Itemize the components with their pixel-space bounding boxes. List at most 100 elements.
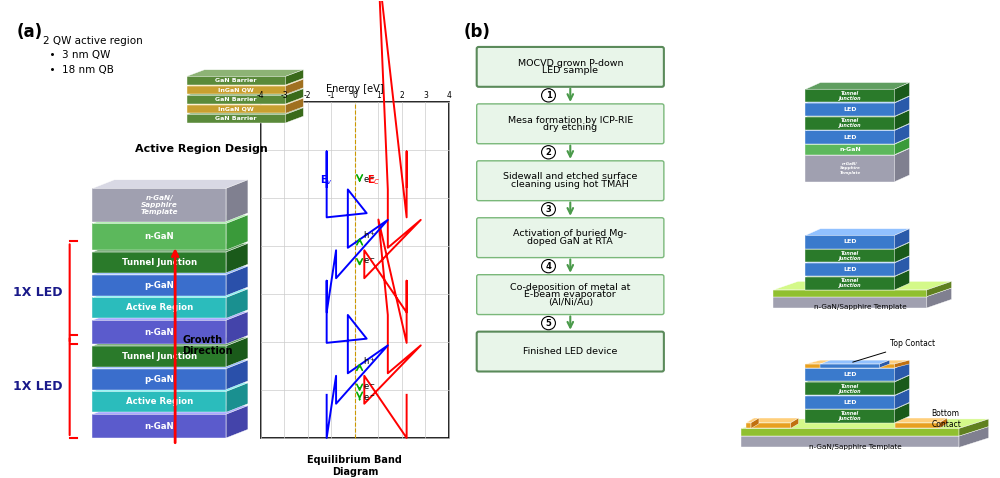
Polygon shape — [805, 270, 909, 277]
Polygon shape — [92, 180, 248, 188]
Text: 3: 3 — [423, 91, 428, 100]
Polygon shape — [187, 79, 303, 86]
Text: Template: Template — [839, 171, 861, 175]
Polygon shape — [805, 96, 909, 103]
Text: InGaN QW: InGaN QW — [218, 107, 254, 111]
Text: LED: LED — [843, 372, 857, 377]
Text: e$^-$: e$^-$ — [363, 175, 376, 185]
Text: E$_v$: E$_v$ — [320, 173, 332, 187]
Text: InGaN QW: InGaN QW — [218, 87, 254, 93]
Polygon shape — [895, 389, 909, 409]
Text: n-GaN: n-GaN — [144, 232, 174, 241]
Text: n-GaN/Sapphire Template: n-GaN/Sapphire Template — [814, 304, 906, 310]
Text: LED: LED — [843, 400, 857, 405]
Text: LED: LED — [843, 267, 857, 272]
Text: MOCVD grown P-down: MOCVD grown P-down — [518, 59, 623, 67]
Polygon shape — [92, 337, 248, 346]
Polygon shape — [805, 364, 895, 368]
Text: Junction: Junction — [839, 256, 861, 261]
Text: Tunnel Junction: Tunnel Junction — [122, 352, 197, 361]
Polygon shape — [187, 98, 303, 105]
Text: LED: LED — [843, 135, 857, 140]
Text: Junction: Junction — [839, 416, 861, 421]
Polygon shape — [773, 296, 927, 308]
Text: 5: 5 — [546, 319, 551, 327]
Polygon shape — [187, 105, 286, 113]
Polygon shape — [187, 108, 303, 114]
Text: n-GaN/: n-GaN/ — [145, 195, 173, 201]
Polygon shape — [773, 290, 927, 296]
Polygon shape — [226, 266, 248, 295]
Polygon shape — [805, 360, 909, 364]
Text: Top Contact: Top Contact — [853, 339, 935, 362]
Text: LED: LED — [843, 107, 857, 112]
Text: h$^+$: h$^+$ — [363, 355, 376, 367]
Text: n-GaN/Sapphire Template: n-GaN/Sapphire Template — [809, 444, 901, 450]
Polygon shape — [92, 275, 226, 295]
Text: h$^+$: h$^+$ — [363, 230, 376, 241]
Polygon shape — [895, 270, 909, 290]
Polygon shape — [895, 96, 909, 116]
Polygon shape — [226, 406, 248, 438]
Polygon shape — [895, 242, 909, 262]
Text: 1X LED: 1X LED — [13, 286, 63, 299]
Text: 2 QW active region
  •  3 nm QW
  •  18 nm QB: 2 QW active region • 3 nm QW • 18 nm QB — [43, 35, 143, 75]
Polygon shape — [92, 414, 226, 438]
Text: (Al/Ni/Au): (Al/Ni/Au) — [548, 298, 593, 307]
Polygon shape — [92, 346, 226, 367]
Text: E$_C$: E$_C$ — [367, 173, 380, 187]
Polygon shape — [187, 95, 286, 104]
Polygon shape — [895, 423, 939, 428]
Text: 3: 3 — [546, 205, 551, 214]
Text: Sapphire: Sapphire — [141, 202, 178, 208]
Polygon shape — [895, 124, 909, 144]
Text: 2: 2 — [400, 91, 404, 100]
Text: e$^-$: e$^-$ — [363, 382, 376, 392]
Polygon shape — [895, 83, 909, 102]
Text: (b): (b) — [464, 23, 491, 41]
Polygon shape — [187, 76, 286, 85]
Polygon shape — [805, 403, 909, 410]
FancyBboxPatch shape — [477, 161, 664, 201]
Text: -3: -3 — [281, 91, 288, 100]
Polygon shape — [895, 361, 909, 381]
Text: (a): (a) — [16, 23, 42, 41]
Polygon shape — [226, 337, 248, 367]
Text: Junction: Junction — [839, 283, 861, 288]
Circle shape — [542, 203, 555, 216]
Text: cleaning using hot TMAH: cleaning using hot TMAH — [511, 180, 629, 189]
Polygon shape — [92, 215, 248, 223]
Polygon shape — [805, 103, 895, 116]
Text: -4: -4 — [257, 91, 265, 100]
Polygon shape — [805, 89, 895, 102]
Text: 4: 4 — [447, 91, 451, 100]
Polygon shape — [959, 419, 989, 436]
Polygon shape — [895, 418, 947, 423]
Polygon shape — [895, 375, 909, 395]
Text: GaN Barrier: GaN Barrier — [215, 97, 257, 102]
Polygon shape — [805, 396, 895, 409]
Polygon shape — [226, 360, 248, 390]
Polygon shape — [92, 289, 248, 297]
Text: 1X LED: 1X LED — [13, 380, 63, 393]
Polygon shape — [92, 266, 248, 275]
Text: Active Region: Active Region — [126, 397, 193, 406]
Text: GaN Barrier: GaN Barrier — [215, 78, 257, 83]
Polygon shape — [92, 252, 226, 273]
Text: Tunnel: Tunnel — [841, 91, 859, 96]
Text: Tunnel Junction: Tunnel Junction — [122, 258, 197, 267]
Polygon shape — [805, 277, 895, 290]
Text: Co-deposition of metal at: Co-deposition of metal at — [510, 282, 630, 292]
Polygon shape — [286, 89, 303, 104]
Polygon shape — [805, 155, 895, 182]
Text: Junction: Junction — [839, 123, 861, 129]
Polygon shape — [92, 369, 226, 390]
Polygon shape — [805, 410, 895, 423]
Polygon shape — [895, 256, 909, 276]
Polygon shape — [92, 360, 248, 369]
Polygon shape — [92, 297, 226, 318]
Text: 4: 4 — [546, 261, 551, 271]
FancyBboxPatch shape — [477, 104, 664, 144]
Polygon shape — [805, 228, 909, 235]
Polygon shape — [746, 418, 759, 423]
